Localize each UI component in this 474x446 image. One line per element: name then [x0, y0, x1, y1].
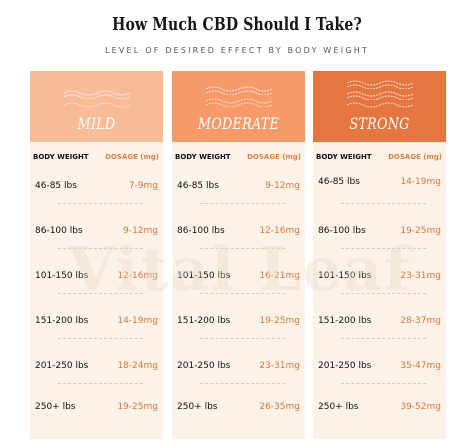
row-divider [200, 293, 285, 294]
wave-decoration-icon [347, 91, 413, 100]
table-row: 86-100 lbs 9-12mg [30, 226, 163, 240]
row-divider [58, 293, 143, 294]
wave-decoration-icon [64, 102, 130, 108]
table-row: 101-150 lbs 12-16mg [30, 271, 163, 285]
row-divider [200, 203, 285, 204]
dosage-value: 19-25mg [259, 316, 300, 326]
table-row: 86-100 lbs 19-25mg [313, 226, 446, 240]
table-row: 46-85 lbs 14-19mg [313, 177, 446, 191]
table-row: 151-200 lbs 14-19mg [30, 316, 163, 330]
page-title: How Much CBD Should I Take? [112, 14, 362, 35]
body-weight-value: 151-200 lbs [35, 316, 89, 326]
body-weight-value: 201-250 lbs [35, 361, 89, 371]
table-row: 86-100 lbs 12-16mg [172, 226, 305, 240]
body-weight-value: 101-150 lbs [177, 271, 231, 281]
body-weight-value: 250+ lbs [35, 402, 76, 412]
row-divider [58, 383, 143, 384]
header-dosage: DOSAGE (mg) [247, 153, 301, 161]
table-header-row: BODY WEIGHT DOSAGE (mg) [313, 153, 446, 165]
dosage-value: 28-37mg [400, 316, 441, 326]
body-weight-value: 86-100 lbs [35, 226, 83, 236]
table-header-row: BODY WEIGHT DOSAGE (mg) [172, 153, 305, 165]
body-weight-value: 201-250 lbs [318, 361, 372, 371]
level-label-mild: MILD [77, 114, 116, 133]
body-weight-value: 86-100 lbs [177, 226, 225, 236]
column-mild: MILD BODY WEIGHT DOSAGE (mg) 46-85 lbs 7… [30, 71, 163, 439]
dosage-value: 19-25mg [117, 402, 158, 412]
dosage-value: 12-16mg [117, 271, 158, 281]
table-row: 101-150 lbs 23-31mg [313, 271, 446, 285]
dosage-value: 35-47mg [400, 361, 441, 371]
body-weight-value: 46-85 lbs [35, 181, 77, 191]
row-divider [200, 383, 285, 384]
dosage-value: 26-35mg [259, 402, 300, 412]
row-divider [341, 338, 426, 339]
column-header-moderate: MODERATE [172, 71, 305, 142]
table-row: 201-250 lbs 18-24mg [30, 361, 163, 375]
dosage-value: 14-19mg [117, 316, 158, 326]
body-weight-value: 151-200 lbs [177, 316, 231, 326]
dosage-value: 39-52mg [400, 402, 441, 412]
table-row: 151-200 lbs 19-25mg [172, 316, 305, 330]
row-divider [58, 248, 143, 249]
dosage-value: 16-21mg [259, 271, 300, 281]
body-weight-value: 101-150 lbs [318, 271, 372, 281]
row-divider [341, 383, 426, 384]
wave-decoration-icon [206, 86, 272, 95]
column-strong: STRONG BODY WEIGHT DOSAGE (mg) 46-85 lbs… [313, 71, 446, 439]
wave-decoration-icon [347, 80, 413, 89]
table-row: 250+ lbs 39-52mg [313, 402, 446, 416]
table-row: 151-200 lbs 28-37mg [313, 316, 446, 330]
level-label-moderate: MODERATE [197, 114, 280, 133]
dosage-value: 14-19mg [400, 177, 441, 187]
row-divider [341, 248, 426, 249]
table-row: 201-250 lbs 23-31mg [172, 361, 305, 375]
header-dosage: DOSAGE (mg) [105, 153, 159, 161]
wave-decoration-icon [64, 90, 130, 99]
level-label-strong: STRONG [349, 114, 410, 133]
row-divider [341, 293, 426, 294]
dosage-value: 23-31mg [259, 361, 300, 371]
dosage-value: 23-31mg [400, 271, 441, 281]
column-moderate: MODERATE BODY WEIGHT DOSAGE (mg) 46-85 l… [172, 71, 305, 439]
body-weight-value: 250+ lbs [177, 402, 218, 412]
dosage-value: 9-12mg [123, 226, 158, 236]
dosage-value: 12-16mg [259, 226, 300, 236]
header-body-weight: BODY WEIGHT [316, 153, 372, 161]
table-header-row: BODY WEIGHT DOSAGE (mg) [30, 153, 163, 165]
table-row: 101-150 lbs 16-21mg [172, 271, 305, 285]
row-divider [341, 203, 426, 204]
column-header-strong: STRONG [313, 71, 446, 142]
column-header-mild: MILD [30, 71, 163, 142]
wave-decoration-icon [347, 102, 413, 108]
header-body-weight: BODY WEIGHT [33, 153, 89, 161]
body-weight-value: 46-85 lbs [318, 177, 360, 187]
dosage-value: 18-24mg [117, 361, 158, 371]
table-row: 250+ lbs 26-35mg [172, 402, 305, 416]
dosage-table: MILD BODY WEIGHT DOSAGE (mg) 46-85 lbs 7… [30, 71, 447, 439]
row-divider [58, 338, 143, 339]
body-weight-value: 101-150 lbs [35, 271, 89, 281]
page-subtitle: LEVEL OF DESIRED EFFECT BY BODY WEIGHT [104, 46, 370, 55]
table-row: 46-85 lbs 7-9mg [30, 181, 163, 195]
row-divider [200, 248, 285, 249]
dosage-value: 19-25mg [400, 226, 441, 236]
header-body-weight: BODY WEIGHT [175, 153, 231, 161]
dosage-value: 9-12mg [265, 181, 300, 191]
body-weight-value: 86-100 lbs [318, 226, 366, 236]
body-weight-value: 201-250 lbs [177, 361, 231, 371]
body-weight-value: 151-200 lbs [318, 316, 372, 326]
body-weight-value: 46-85 lbs [177, 181, 219, 191]
body-weight-value: 250+ lbs [318, 402, 359, 412]
table-row: 250+ lbs 19-25mg [30, 402, 163, 416]
dosage-value: 7-9mg [128, 181, 158, 191]
wave-decoration-icon [206, 98, 272, 107]
row-divider [58, 203, 143, 204]
row-divider [200, 338, 285, 339]
table-row: 46-85 lbs 9-12mg [172, 181, 305, 195]
table-row: 201-250 lbs 35-47mg [313, 361, 446, 375]
header-dosage: DOSAGE (mg) [388, 153, 442, 161]
